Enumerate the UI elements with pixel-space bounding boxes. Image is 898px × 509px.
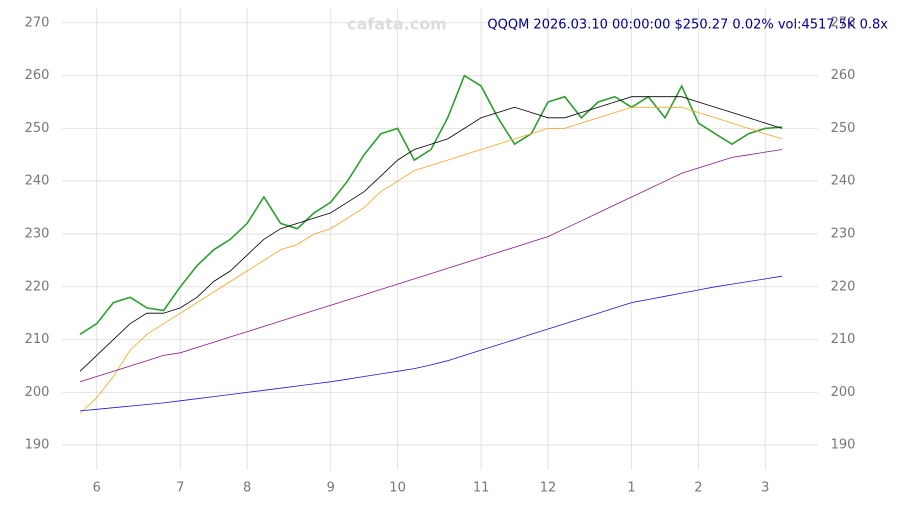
chart-title: QQQM 2026.03.10 00:00:00 $250.27 0.02% v… (487, 18, 888, 33)
x-tick-label: 11 (473, 481, 490, 496)
y-tick-label-right: 200 (831, 385, 856, 400)
x-tick-label: 8 (243, 481, 251, 496)
y-tick-label: 260 (25, 68, 50, 83)
series-line (79, 275, 783, 412)
y-tick-label-right: 250 (831, 121, 856, 136)
y-tick-label: 240 (25, 174, 50, 189)
y-tick-label: 230 (25, 226, 50, 241)
series-line (79, 149, 783, 383)
x-tick-label: 2 (694, 481, 702, 496)
y-tick-label: 200 (25, 385, 50, 400)
x-tick-label: 12 (540, 481, 557, 496)
x-tick-label: 6 (93, 481, 101, 496)
y-tick-label: 190 (25, 438, 50, 453)
y-tick-label: 210 (25, 332, 50, 347)
x-tick-label: 10 (389, 481, 406, 496)
y-tick-label: 270 (25, 15, 50, 30)
y-tick-label-right: 270 (831, 15, 856, 30)
y-tick-label-right: 260 (831, 68, 856, 83)
y-tick-label-right: 210 (831, 332, 856, 347)
series-line (79, 106, 783, 414)
watermark: cafata.com (347, 15, 447, 34)
y-tick-label: 220 (25, 279, 50, 294)
series-line (79, 96, 783, 372)
y-tick-label-right: 220 (831, 279, 856, 294)
x-tick-label: 9 (327, 481, 335, 496)
x-tick-label: 3 (761, 481, 769, 496)
x-tick-label: 1 (627, 481, 635, 496)
y-tick-label-right: 230 (831, 226, 856, 241)
x-tick-label: 7 (176, 481, 184, 496)
y-tick-label: 250 (25, 121, 50, 136)
y-tick-label-right: 240 (831, 174, 856, 189)
series-line (79, 74, 783, 335)
y-tick-label-right: 190 (831, 438, 856, 453)
